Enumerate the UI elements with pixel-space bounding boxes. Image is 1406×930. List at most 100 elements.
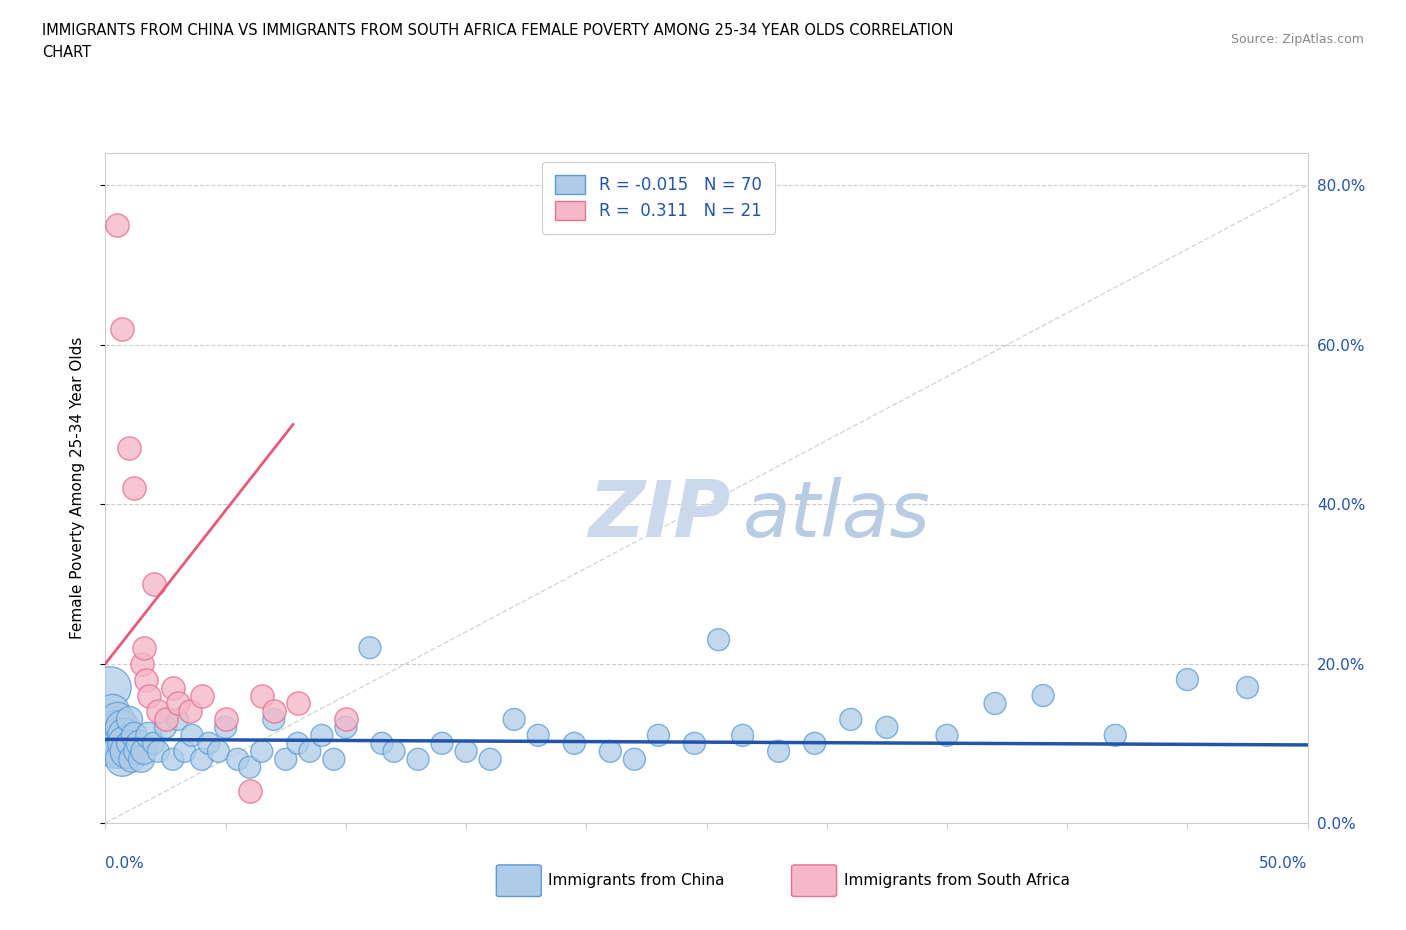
Point [562, 736, 585, 751]
Point [131, 751, 153, 766]
Point [839, 712, 862, 727]
Point [876, 720, 898, 735]
Point [623, 751, 645, 766]
Text: Immigrants from South Africa: Immigrants from South Africa [844, 873, 1070, 888]
Point [107, 728, 129, 743]
Text: 0.0%: 0.0% [105, 856, 145, 870]
Point [104, 720, 127, 735]
Point [647, 728, 669, 743]
Point [173, 744, 195, 759]
Point [1236, 680, 1258, 695]
Point [132, 744, 155, 759]
Point [138, 728, 160, 743]
Point [287, 696, 309, 711]
Point [359, 640, 381, 655]
Point [599, 744, 621, 759]
Text: Immigrants from China: Immigrants from China [548, 873, 725, 888]
Point [111, 322, 134, 337]
Point [207, 744, 229, 759]
Point [311, 728, 333, 743]
Point [179, 704, 201, 719]
Point [214, 712, 236, 727]
Text: CHART: CHART [42, 45, 91, 60]
Point [98, 680, 121, 695]
Point [263, 712, 285, 727]
Point [936, 728, 959, 743]
Point [121, 751, 143, 766]
Point [298, 744, 321, 759]
Point [118, 712, 141, 727]
Point [335, 712, 357, 727]
Point [107, 218, 129, 232]
Point [239, 760, 262, 775]
Point [108, 744, 131, 759]
Point [250, 744, 273, 759]
Point [803, 736, 825, 751]
Point [155, 712, 177, 727]
Point [190, 751, 212, 766]
Point [382, 744, 405, 759]
Point [984, 696, 1007, 711]
Point [148, 704, 170, 719]
Point [263, 704, 285, 719]
Point [101, 704, 124, 719]
Text: IMMIGRANTS FROM CHINA VS IMMIGRANTS FROM SOUTH AFRICA FEMALE POVERTY AMONG 25-34: IMMIGRANTS FROM CHINA VS IMMIGRANTS FROM… [42, 23, 953, 38]
Point [108, 736, 131, 751]
Point [1175, 672, 1198, 687]
Text: ZIP: ZIP [588, 477, 731, 553]
Point [118, 736, 141, 751]
Point [707, 632, 730, 647]
Point [131, 657, 153, 671]
Point [128, 736, 150, 751]
Point [322, 751, 344, 766]
Point [190, 688, 212, 703]
Point [142, 577, 165, 591]
Point [371, 736, 394, 751]
Point [683, 736, 706, 751]
Point [198, 736, 221, 751]
Point [162, 751, 184, 766]
Point [1032, 688, 1054, 703]
Point [527, 728, 550, 743]
Point [335, 720, 357, 735]
Point [107, 712, 129, 727]
Point [181, 728, 204, 743]
Text: 50.0%: 50.0% [1260, 856, 1308, 870]
Point [115, 744, 138, 759]
Text: atlas: atlas [742, 477, 931, 553]
Point [111, 720, 134, 735]
Point [166, 696, 188, 711]
Point [239, 784, 262, 799]
Point [731, 728, 754, 743]
Text: Source: ZipAtlas.com: Source: ZipAtlas.com [1230, 33, 1364, 46]
Point [111, 751, 134, 766]
Point [162, 680, 184, 695]
Point [124, 728, 146, 743]
Point [406, 751, 429, 766]
Point [274, 751, 297, 766]
Point [138, 688, 160, 703]
Point [287, 736, 309, 751]
Point [101, 736, 124, 751]
Point [135, 672, 157, 687]
Point [124, 481, 146, 496]
Point [155, 720, 177, 735]
Point [430, 736, 453, 751]
Point [125, 744, 148, 759]
Point [114, 736, 136, 751]
Point [503, 712, 526, 727]
Point [148, 744, 170, 759]
Point [114, 728, 136, 743]
Point [768, 744, 790, 759]
Point [214, 720, 236, 735]
Point [1104, 728, 1126, 743]
Point [479, 751, 502, 766]
Point [166, 712, 188, 727]
Point [226, 751, 249, 766]
Y-axis label: Female Poverty Among 25-34 Year Olds: Female Poverty Among 25-34 Year Olds [70, 337, 84, 640]
Point [104, 744, 127, 759]
Point [132, 640, 155, 655]
Point [118, 441, 141, 456]
Point [142, 736, 165, 751]
Point [454, 744, 477, 759]
